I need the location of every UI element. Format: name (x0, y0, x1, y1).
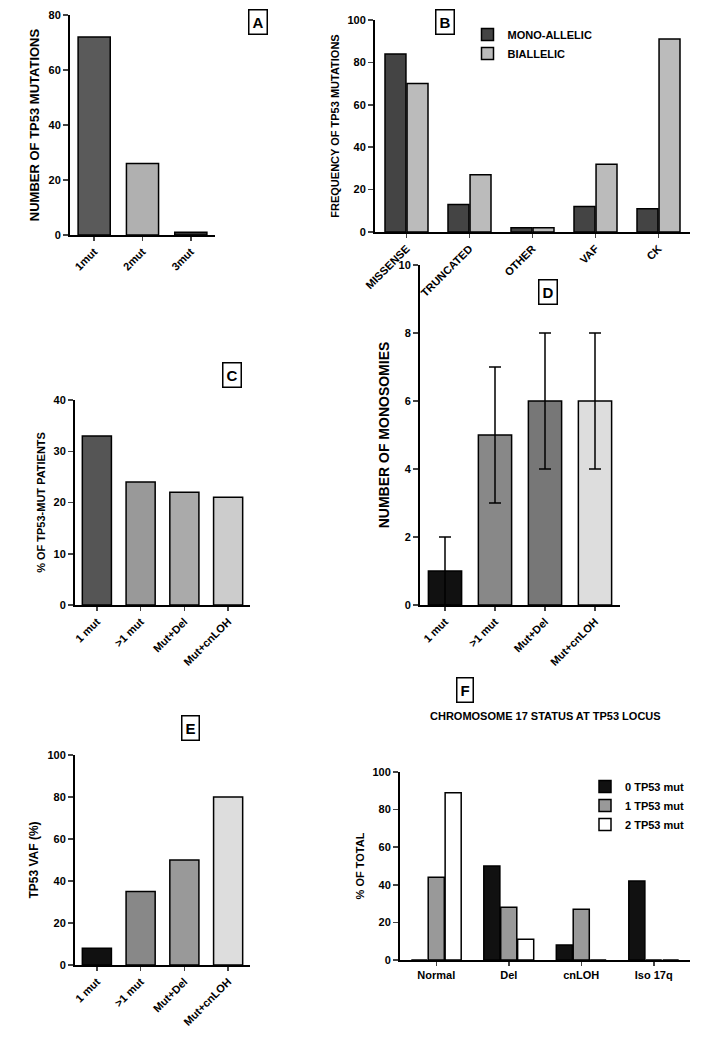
svg-text:60: 60 (379, 841, 391, 853)
svg-text:30: 30 (54, 445, 66, 457)
svg-text:CHROMOSOME 17 STATUS AT TP53 L: CHROMOSOME 17 STATUS AT TP53 LOCUS (430, 710, 661, 722)
svg-text:2 TP53 mut: 2 TP53 mut (625, 819, 684, 831)
svg-text:BIALLELIC: BIALLELIC (508, 48, 565, 60)
svg-text:NUMBER OF MONOSOMIES: NUMBER OF MONOSOMIES (376, 342, 392, 529)
svg-text:TRUNCATED: TRUNCATED (418, 242, 474, 298)
svg-text:100: 100 (347, 14, 365, 26)
svg-text:0: 0 (60, 959, 66, 971)
svg-text:0: 0 (405, 599, 411, 611)
svg-text:1 mut: 1 mut (73, 975, 102, 1004)
svg-text:3mut: 3mut (169, 245, 196, 272)
svg-text:40: 40 (54, 875, 66, 887)
svg-text:10: 10 (399, 259, 411, 271)
svg-text:Mut+Del: Mut+Del (151, 976, 190, 1015)
svg-text:1 mut: 1 mut (73, 615, 102, 644)
svg-text:CK: CK (644, 242, 664, 262)
svg-text:Del: Del (500, 969, 517, 981)
svg-text:cnLOH: cnLOH (563, 969, 599, 981)
svg-text:0: 0 (360, 226, 366, 238)
svg-text:0: 0 (385, 954, 391, 966)
svg-text:% OF TOTAL: % OF TOTAL (354, 832, 366, 899)
svg-text:NUMBER OF TP53 MUTATIONS: NUMBER OF TP53 MUTATIONS (27, 28, 42, 221)
svg-text:1mut: 1mut (72, 245, 99, 272)
svg-text:D: D (543, 284, 554, 301)
svg-text:80: 80 (379, 803, 391, 815)
svg-text:E: E (186, 720, 196, 737)
svg-text:0: 0 (60, 599, 66, 611)
svg-text:80: 80 (49, 9, 61, 21)
svg-text:A: A (253, 14, 264, 31)
svg-text:Mut+cnLOH: Mut+cnLOH (548, 615, 600, 667)
svg-text:1 TP53 mut: 1 TP53 mut (625, 800, 684, 812)
svg-text:MONO-ALLELIC: MONO-ALLELIC (508, 29, 592, 41)
svg-text:60: 60 (49, 64, 61, 76)
svg-text:Mut+Del: Mut+Del (511, 616, 550, 655)
svg-text:4: 4 (405, 463, 412, 475)
svg-text:8: 8 (405, 327, 411, 339)
svg-text:10: 10 (54, 548, 66, 560)
svg-text:40: 40 (354, 141, 366, 153)
svg-text:80: 80 (354, 56, 366, 68)
svg-text:40: 40 (379, 879, 391, 891)
svg-text:TP53 VAF (%): TP53 VAF (%) (27, 821, 41, 898)
svg-text:20: 20 (54, 917, 66, 929)
svg-text:VAF: VAF (577, 242, 601, 266)
svg-text:Mut+cnLOH: Mut+cnLOH (181, 975, 233, 1027)
svg-text:>1 mut: >1 mut (467, 615, 501, 649)
svg-text:40: 40 (49, 119, 61, 131)
svg-text:20: 20 (379, 916, 391, 928)
svg-text:>1 mut: >1 mut (112, 615, 146, 649)
svg-text:Mut+cnLOH: Mut+cnLOH (181, 615, 233, 667)
svg-text:>1 mut: >1 mut (112, 975, 146, 1009)
svg-text:% OF TP53-MUT PATIENTS: % OF TP53-MUT PATIENTS (35, 432, 47, 573)
svg-text:0: 0 (55, 229, 61, 241)
svg-text:2mut: 2mut (121, 245, 148, 272)
svg-text:100: 100 (47, 749, 65, 761)
svg-text:100: 100 (372, 766, 390, 778)
svg-text:B: B (440, 14, 451, 31)
svg-text:0 TP53 mut: 0 TP53 mut (625, 781, 684, 793)
svg-text:2: 2 (405, 531, 411, 543)
svg-text:60: 60 (54, 833, 66, 845)
svg-text:F: F (461, 682, 470, 699)
svg-text:20: 20 (49, 174, 61, 186)
svg-text:FREQUENCY OF TP53 MUTATIONS: FREQUENCY OF TP53 MUTATIONS (329, 34, 341, 217)
svg-text:60: 60 (354, 99, 366, 111)
svg-text:MISSENSE: MISSENSE (363, 243, 412, 292)
svg-text:80: 80 (54, 791, 66, 803)
svg-text:Iso 17q: Iso 17q (635, 969, 673, 981)
svg-text:1 mut: 1 mut (421, 615, 450, 644)
svg-text:6: 6 (405, 395, 411, 407)
svg-text:40: 40 (54, 394, 66, 406)
svg-text:Mut+Del: Mut+Del (151, 616, 190, 655)
svg-text:20: 20 (54, 496, 66, 508)
svg-text:20: 20 (354, 183, 366, 195)
svg-text:C: C (227, 367, 238, 384)
svg-text:Normal: Normal (417, 969, 455, 981)
svg-text:OTHER: OTHER (502, 242, 538, 278)
